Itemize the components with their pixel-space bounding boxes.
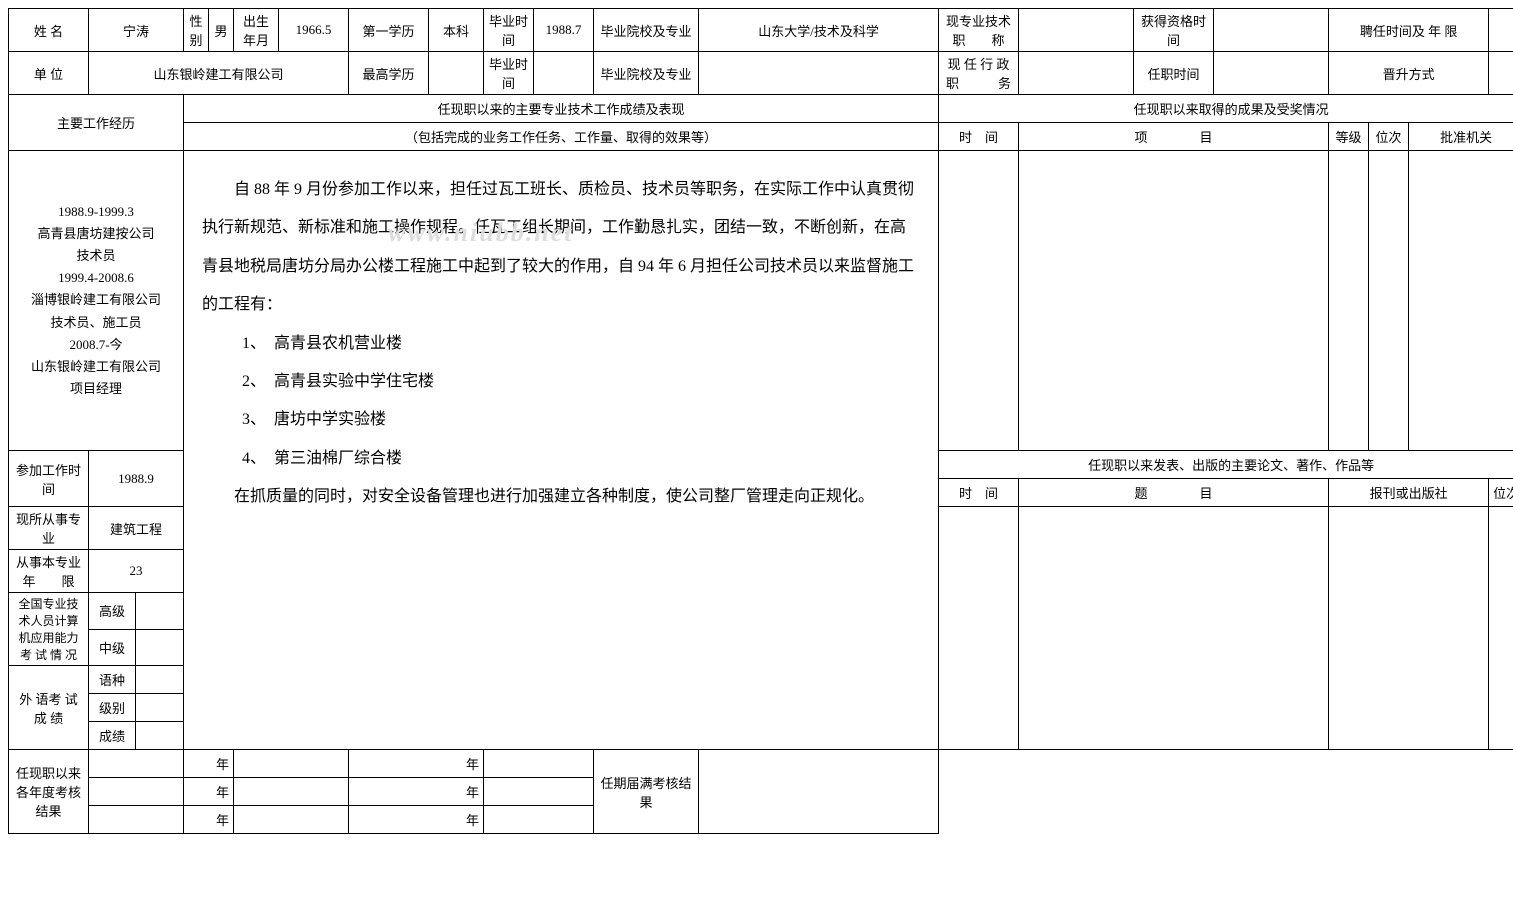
papers-empty-time bbox=[939, 507, 1019, 750]
tenure-value bbox=[1214, 52, 1329, 95]
year1: 年 bbox=[184, 750, 234, 778]
grad-school-value: 山东大学/技术及科学 bbox=[699, 9, 939, 52]
admin-value bbox=[1019, 52, 1134, 95]
papers-header: 任现职以来发表、出版的主要论文、著作、作品等 bbox=[939, 451, 1513, 479]
annual-v3 bbox=[234, 778, 349, 806]
name-label: 姓 名 bbox=[9, 9, 89, 52]
papers-empty-journal bbox=[1329, 507, 1489, 750]
promo-value bbox=[1489, 52, 1513, 95]
promo-label: 晋升方式 bbox=[1329, 52, 1489, 95]
grad-time-label: 毕业时间 bbox=[484, 9, 534, 52]
gender-value: 男 bbox=[209, 9, 234, 52]
exam-mid-value bbox=[136, 629, 184, 666]
papers-empty-rank bbox=[1489, 507, 1513, 750]
unit-label: 单 位 bbox=[9, 52, 89, 95]
papers-empty-title bbox=[1019, 507, 1329, 750]
annual-y5 bbox=[89, 806, 184, 834]
awards-header: 任现职以来取得的成果及受奖情况 bbox=[939, 95, 1513, 123]
annual-v6 bbox=[484, 806, 594, 834]
papers-title-col: 题 目 bbox=[1019, 479, 1329, 507]
join-label: 参加工作时 间 bbox=[9, 451, 89, 507]
join-value: 1988.9 bbox=[89, 451, 184, 507]
year4: 年 bbox=[349, 778, 484, 806]
achievements-sub: （包括完成的业务工作任务、工作量、取得的效果等） bbox=[184, 123, 939, 151]
awards-empty-rank bbox=[1369, 151, 1409, 451]
papers-journal-col: 报刊或出版社 bbox=[1329, 479, 1489, 507]
year6: 年 bbox=[349, 806, 484, 834]
work-history-header: 主要工作经历 bbox=[9, 95, 184, 151]
gender-label: 性别 bbox=[184, 9, 209, 52]
lang-type-label: 语种 bbox=[89, 666, 136, 694]
annual-v2 bbox=[484, 750, 594, 778]
lang-label: 外 语考 试成 绩 bbox=[9, 666, 89, 750]
papers-time-col: 时 间 bbox=[939, 479, 1019, 507]
annual-label: 任现职以来各年度考核结果 bbox=[9, 750, 89, 834]
achievements-header: 任现职以来的主要专业技术工作成绩及表现 bbox=[184, 95, 939, 123]
awards-time-col: 时 间 bbox=[939, 123, 1019, 151]
highest-edu-label: 最高学历 bbox=[349, 52, 429, 95]
personnel-form-table: 姓 名 宁涛 性别 男 出生年月 1966.5 第一学历 本科 毕业时间 198… bbox=[8, 8, 1513, 834]
awards-approver-col: 批准机关 bbox=[1409, 123, 1513, 151]
annual-y3 bbox=[89, 778, 184, 806]
unit-value: 山东银岭建工有限公司 bbox=[89, 52, 349, 95]
exam-senior-label: 高级 bbox=[89, 593, 136, 630]
name-value: 宁涛 bbox=[89, 9, 184, 52]
grad-school2-label: 毕业院校及专业 bbox=[594, 52, 699, 95]
qual-time-label: 获得资格时 间 bbox=[1134, 9, 1214, 52]
grad-time-value: 1988.7 bbox=[534, 9, 594, 52]
exam-mid-label: 中级 bbox=[89, 629, 136, 666]
appoint-label: 聘任时间及 年 限 bbox=[1329, 9, 1489, 52]
awards-rank-col: 位次 bbox=[1369, 123, 1409, 151]
narrative-body: 自 88 年 9 月份参加工作以来，担任过瓦工班长、质检员、技术员等职务，在实际… bbox=[184, 151, 939, 750]
work-history-body: 1988.9-1999.3 高青县唐坊建按公司 技术员 1999.4-2008.… bbox=[9, 151, 184, 451]
annual-y1 bbox=[89, 750, 184, 778]
awards-empty-project bbox=[1019, 151, 1329, 451]
year3: 年 bbox=[184, 778, 234, 806]
grad-school2-value bbox=[699, 52, 939, 95]
awards-empty-level bbox=[1329, 151, 1369, 451]
first-edu-label: 第一学历 bbox=[349, 9, 429, 52]
lang-score-label: 成绩 bbox=[89, 722, 136, 750]
dob-label: 出生年月 bbox=[234, 9, 279, 52]
lang-level-label: 级别 bbox=[89, 694, 136, 722]
lang-type-value bbox=[136, 666, 184, 694]
annual-v1 bbox=[234, 750, 349, 778]
annual-v5 bbox=[234, 806, 349, 834]
term-value bbox=[699, 750, 939, 834]
curr-title-label: 现专业技术职 称 bbox=[939, 9, 1019, 52]
exam-label: 全国专业技术人员计算 机应用能力考 试 情 况 bbox=[9, 593, 89, 666]
grad-school-label: 毕业院校及专业 bbox=[594, 9, 699, 52]
curr-title-value bbox=[1019, 9, 1134, 52]
years-label: 从事本专业年 限 bbox=[9, 550, 89, 593]
papers-rank-col: 位次 bbox=[1489, 479, 1513, 507]
awards-project-col: 项 目 bbox=[1019, 123, 1329, 151]
admin-label: 现 任 行 政职 务 bbox=[939, 52, 1019, 95]
appoint-value bbox=[1489, 9, 1513, 52]
tenure-label: 任职时间 bbox=[1134, 52, 1214, 95]
awards-empty-time bbox=[939, 151, 1019, 451]
awards-level-col: 等级 bbox=[1329, 123, 1369, 151]
year2: 年 bbox=[349, 750, 484, 778]
years-value: 23 bbox=[89, 550, 184, 593]
grad-time2-label: 毕业时间 bbox=[484, 52, 534, 95]
lang-score-value bbox=[136, 722, 184, 750]
first-edu-value: 本科 bbox=[429, 9, 484, 52]
dob-value: 1966.5 bbox=[279, 9, 349, 52]
field-label: 现所从事专 业 bbox=[9, 507, 89, 550]
annual-v4 bbox=[484, 778, 594, 806]
highest-edu-value bbox=[429, 52, 484, 95]
lang-level-value bbox=[136, 694, 184, 722]
year5: 年 bbox=[184, 806, 234, 834]
awards-empty-approver bbox=[1409, 151, 1513, 451]
term-label: 任期届满考核结 果 bbox=[594, 750, 699, 834]
exam-senior-value bbox=[136, 593, 184, 630]
grad-time2-value bbox=[534, 52, 594, 95]
